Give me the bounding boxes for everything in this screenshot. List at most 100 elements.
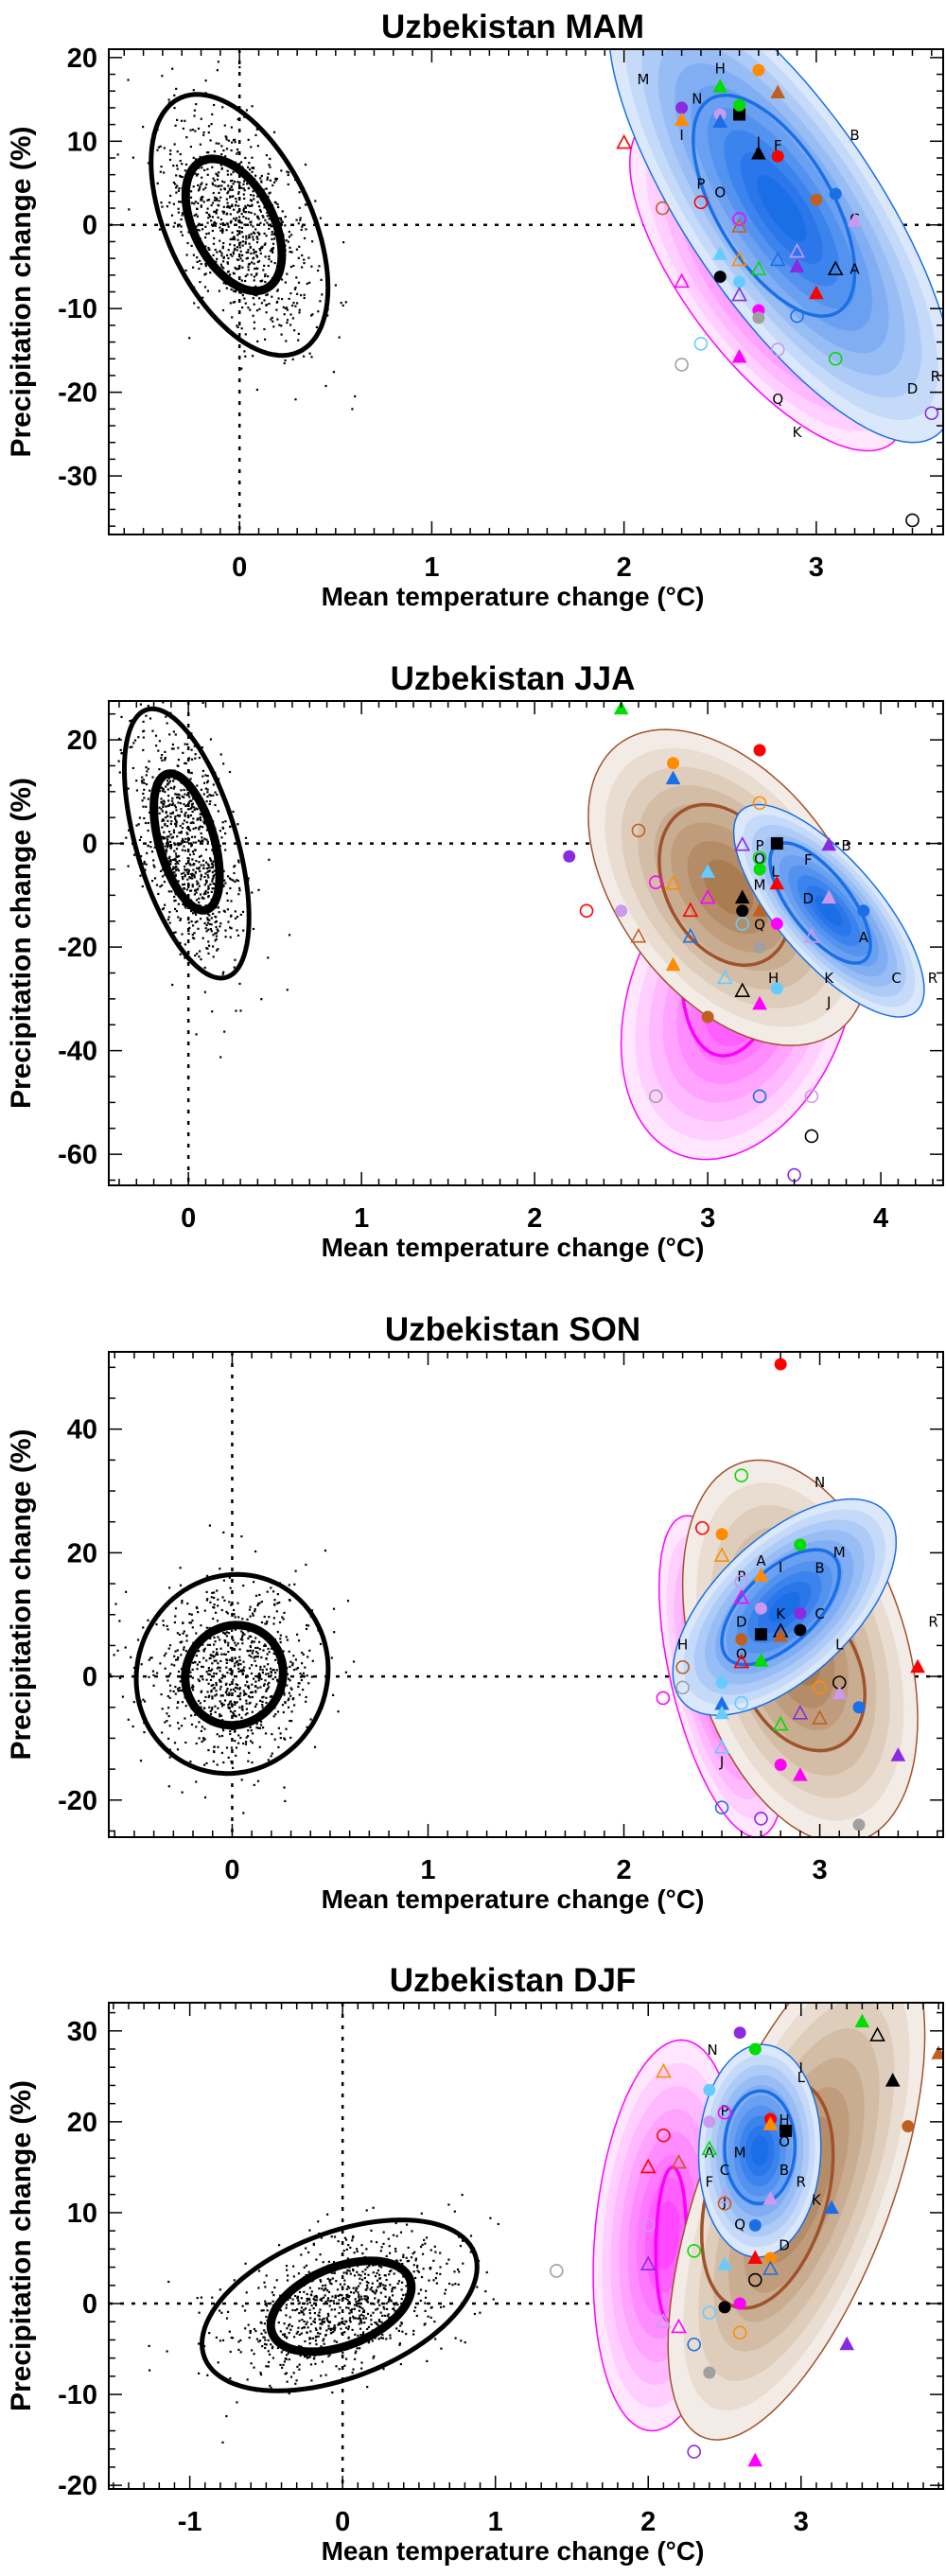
scatter-point xyxy=(200,117,202,120)
scatter-point xyxy=(290,1688,293,1691)
scatter-point xyxy=(278,1601,281,1604)
scatter-point xyxy=(172,829,175,832)
scatter-point xyxy=(266,1653,269,1656)
scatter-point xyxy=(225,1682,228,1685)
scatter-point xyxy=(281,210,284,213)
scatter-point xyxy=(359,2274,362,2277)
scatter-point xyxy=(251,1641,254,1644)
scatter-point xyxy=(371,2339,374,2342)
scatter-point xyxy=(289,2296,291,2300)
marker-square xyxy=(770,837,783,850)
scatter-point xyxy=(381,2334,384,2337)
scatter-point xyxy=(213,103,216,107)
scatter-point xyxy=(242,929,245,932)
scatter-point xyxy=(293,1704,296,1707)
scatter-point xyxy=(347,2325,350,2328)
scatter-point xyxy=(195,1780,198,1783)
scatter-point xyxy=(197,2342,201,2345)
scatter-point xyxy=(252,355,254,358)
scatter-point xyxy=(218,289,220,292)
scatter-point xyxy=(341,2253,343,2256)
scatter-point xyxy=(169,822,172,826)
scatter-point xyxy=(210,867,213,869)
scatter-point xyxy=(298,1682,301,1685)
scatter-point xyxy=(221,1694,224,1697)
scatter-point xyxy=(222,282,225,285)
scatter-point xyxy=(192,828,195,831)
model-letter: C xyxy=(720,2162,729,2179)
scatter-point xyxy=(264,1679,267,1682)
scatter-point xyxy=(177,916,180,919)
marker-circle xyxy=(774,1358,787,1371)
marker-circle xyxy=(703,2083,716,2096)
model-letter: K xyxy=(824,970,834,987)
scatter-point xyxy=(368,2265,371,2268)
scatter-point xyxy=(251,1652,254,1655)
scatter-point xyxy=(183,1648,185,1651)
scatter-point xyxy=(260,1601,263,1603)
scatter-point xyxy=(215,212,218,215)
scatter-point xyxy=(177,211,180,214)
scatter-point xyxy=(218,911,220,914)
scatter-point xyxy=(173,1621,176,1624)
scatter-point xyxy=(166,1712,168,1715)
scatter-point xyxy=(230,1746,233,1749)
scatter-point xyxy=(167,799,170,802)
scatter-point xyxy=(175,809,178,812)
scatter-point xyxy=(234,910,236,913)
scatter-point xyxy=(205,233,208,236)
scatter-point xyxy=(424,2302,427,2304)
scatter-point xyxy=(137,736,140,739)
scatter-point xyxy=(390,2300,393,2303)
marker-triangle xyxy=(747,2452,763,2467)
scatter-point xyxy=(298,2333,301,2336)
scatter-point xyxy=(307,2303,309,2305)
scatter-point xyxy=(210,1709,214,1711)
scatter-point xyxy=(195,841,198,844)
scatter-point xyxy=(234,266,236,270)
scatter-point xyxy=(254,251,256,254)
model-letter: C xyxy=(815,1605,824,1622)
scatter-point xyxy=(116,153,119,156)
marker-circle xyxy=(715,1676,728,1690)
scatter-point xyxy=(143,797,146,799)
scatter-point xyxy=(256,195,259,198)
scatter-point xyxy=(238,246,241,249)
scatter-point xyxy=(286,1673,289,1675)
scatter-point xyxy=(161,875,165,878)
scatter-point xyxy=(173,1655,176,1657)
scatter-point xyxy=(203,1727,206,1730)
scatter-point xyxy=(303,2266,306,2269)
scatter-point xyxy=(273,1738,276,1741)
scatter-point xyxy=(375,2289,377,2293)
scatter-point xyxy=(270,1755,272,1758)
scatter-point xyxy=(250,1656,253,1658)
model-letter: R xyxy=(928,970,937,987)
scatter-point xyxy=(264,255,267,258)
scatter-point xyxy=(256,237,259,240)
scatter-point xyxy=(211,1668,214,1671)
scatter-point xyxy=(220,1608,223,1612)
scatter-point xyxy=(201,196,204,199)
scatter-point xyxy=(389,2252,392,2254)
scatter-point xyxy=(176,835,179,838)
scatter-point xyxy=(225,1746,229,1749)
scatter-point xyxy=(379,2282,382,2285)
scatter-point xyxy=(386,2307,389,2310)
model-letter: C xyxy=(891,970,901,987)
scatter-point xyxy=(238,1659,241,1662)
scatter-point xyxy=(298,206,301,209)
scatter-point xyxy=(185,821,188,824)
scatter-point xyxy=(252,297,254,300)
scatter-point xyxy=(297,256,300,259)
marker-circle xyxy=(667,757,680,770)
scatter-point xyxy=(285,2306,288,2309)
scatter-point xyxy=(264,1622,267,1625)
scatter-point xyxy=(267,1663,270,1666)
scatter-point xyxy=(229,1646,233,1649)
scatter-point xyxy=(361,2252,364,2255)
scatter-point xyxy=(168,1644,172,1647)
scatter-point xyxy=(427,2315,429,2318)
scatter-point xyxy=(191,850,195,853)
